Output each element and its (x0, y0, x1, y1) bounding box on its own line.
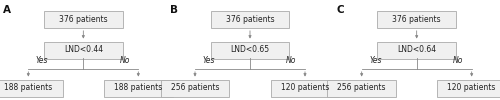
Text: A: A (4, 5, 12, 15)
Text: 376 patients: 376 patients (392, 16, 441, 24)
Text: LND<0.65: LND<0.65 (230, 46, 270, 54)
Text: 188 patients: 188 patients (4, 84, 52, 92)
Text: LND<0.44: LND<0.44 (64, 46, 103, 54)
Text: Yes: Yes (36, 56, 48, 65)
Text: LND<0.64: LND<0.64 (397, 46, 436, 54)
Text: 188 patients: 188 patients (114, 84, 162, 92)
Text: 256 patients: 256 patients (171, 84, 219, 92)
Text: No: No (452, 56, 463, 65)
Text: No: No (286, 56, 296, 65)
Text: 120 patients: 120 patients (281, 84, 329, 92)
Text: No: No (120, 56, 130, 65)
Text: C: C (336, 5, 344, 15)
Text: 376 patients: 376 patients (226, 16, 274, 24)
Text: B: B (170, 5, 178, 15)
Text: 256 patients: 256 patients (338, 84, 386, 92)
Text: 376 patients: 376 patients (59, 16, 108, 24)
Text: Yes: Yes (369, 56, 382, 65)
Text: Yes: Yes (202, 56, 215, 65)
Text: 120 patients: 120 patients (448, 84, 496, 92)
